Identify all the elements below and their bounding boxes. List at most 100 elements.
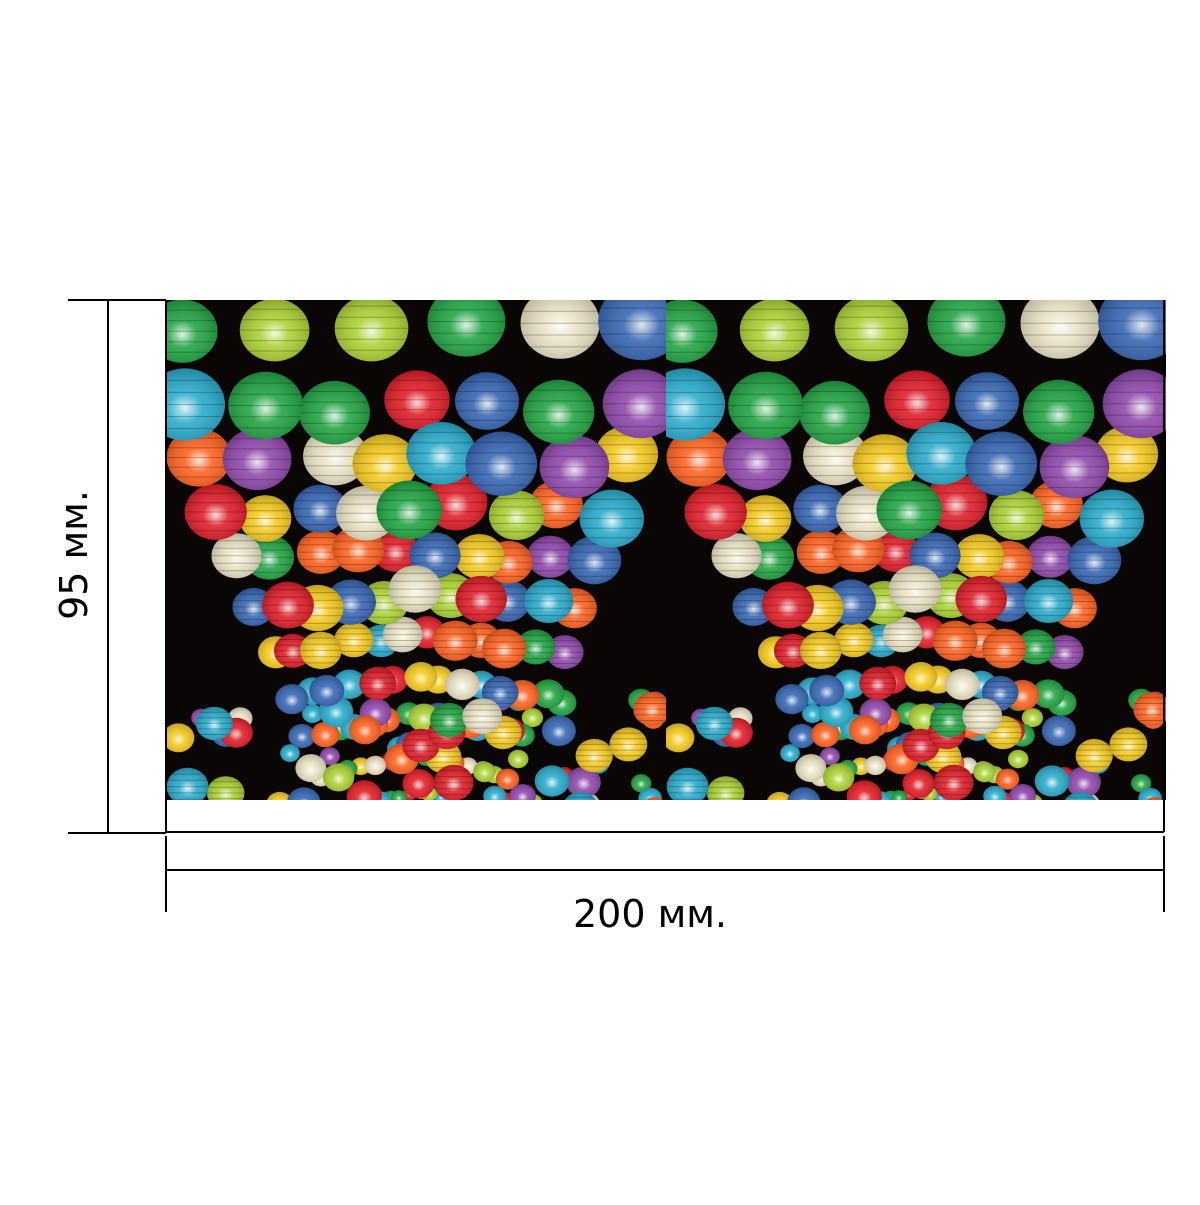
lantern-shape xyxy=(1045,635,1084,670)
lantern-shape xyxy=(527,535,574,578)
lantern-shape xyxy=(523,379,595,444)
lantern-shape xyxy=(348,715,382,745)
lantern-shape xyxy=(362,801,378,815)
lantern-shape xyxy=(957,799,961,800)
lantern-shape xyxy=(575,738,613,773)
lantern-shape xyxy=(973,761,996,783)
lantern-shape xyxy=(1079,489,1145,548)
lantern-shape xyxy=(884,370,950,430)
lantern-shape xyxy=(595,426,659,483)
lantern-shape xyxy=(1133,692,1166,727)
lantern-shape xyxy=(364,755,387,776)
lantern-shape xyxy=(983,810,1000,825)
lantern-shape xyxy=(802,704,823,723)
lantern-shape xyxy=(539,435,610,499)
lantern-shape xyxy=(465,431,538,496)
lantern-shape xyxy=(346,780,382,800)
lantern-shape xyxy=(962,804,976,817)
lantern-shape xyxy=(296,530,346,574)
lantern-shape xyxy=(462,698,503,734)
lantern-shape xyxy=(982,628,1027,669)
lantern-shape xyxy=(843,806,860,822)
lantern-shape xyxy=(1102,369,1166,439)
lantern-shape xyxy=(356,804,371,818)
lantern-shape xyxy=(455,372,519,430)
lantern-shape xyxy=(666,368,725,441)
lantern-shape xyxy=(508,749,529,769)
lantern-shape xyxy=(579,489,645,548)
lantern-shape xyxy=(343,806,360,822)
lantern-shape xyxy=(944,668,980,701)
lantern-shape xyxy=(334,300,409,362)
lantern-shape xyxy=(516,629,556,665)
lantern-shape xyxy=(444,668,480,701)
lantern-shape xyxy=(483,785,507,800)
lantern-shape xyxy=(859,666,897,700)
lantern-shape xyxy=(933,764,974,800)
lantern-shape xyxy=(1008,749,1029,769)
lantern-shape xyxy=(1034,765,1070,797)
lantern-shape xyxy=(495,768,520,790)
lantern-shape xyxy=(376,480,442,540)
lantern-shape xyxy=(1066,766,1101,798)
lantern-shape xyxy=(567,536,622,585)
lantern-shape xyxy=(336,812,353,828)
lantern-shape xyxy=(1021,708,1043,728)
lantern-shape xyxy=(666,723,695,753)
lantern-shape xyxy=(799,380,870,445)
lantern-shape xyxy=(566,766,601,798)
lantern-shape xyxy=(303,427,368,486)
lantern-shape xyxy=(445,799,454,800)
lantern-shape xyxy=(275,684,309,715)
lantern-shape xyxy=(302,704,323,723)
lantern-shape xyxy=(293,484,347,533)
lantern-shape xyxy=(852,434,918,493)
lantern-shape xyxy=(390,790,407,800)
lantern-shape xyxy=(482,628,527,669)
lantern-shape xyxy=(1023,379,1095,444)
lantern-shape xyxy=(795,754,827,783)
lantern-shape xyxy=(811,721,840,748)
lantern-shape xyxy=(359,666,397,700)
lantern-shape xyxy=(945,799,954,800)
lantern-shape xyxy=(995,768,1020,790)
lantern-shape xyxy=(775,684,809,715)
lantern-shape xyxy=(384,370,450,430)
lantern-shape xyxy=(280,744,300,762)
lantern-shape xyxy=(927,300,1006,357)
lantern-shape xyxy=(520,300,600,359)
lantern-shape xyxy=(334,622,374,658)
lantern-shape xyxy=(988,490,1045,540)
lantern-shape xyxy=(1032,679,1065,709)
height-dimension-label: 95 мм. xyxy=(52,490,96,620)
lantern-shape xyxy=(1039,435,1110,499)
lantern-shape xyxy=(646,797,663,800)
lantern-shape xyxy=(541,715,576,746)
lantern-shape xyxy=(820,747,840,765)
lantern-shape xyxy=(427,300,506,357)
lantern-shape xyxy=(788,723,816,749)
lantern-shape xyxy=(430,702,469,738)
width-dimension-lines xyxy=(165,836,1165,912)
lantern-shape xyxy=(722,428,792,491)
lantern-shape xyxy=(955,575,1007,623)
lantern-photo-panel-left xyxy=(166,300,666,828)
lantern-shape xyxy=(856,804,871,818)
lantern-shape xyxy=(454,534,505,579)
lantern-shape xyxy=(462,804,476,817)
lantern-shape xyxy=(711,533,762,579)
lantern-shape xyxy=(631,774,652,793)
lantern-shape xyxy=(962,698,1003,734)
lantern-shape xyxy=(166,300,218,363)
lantern-shape xyxy=(666,428,732,487)
lantern-shape xyxy=(404,662,438,692)
lantern-shape xyxy=(955,372,1019,430)
lantern-shape xyxy=(166,723,195,753)
lantern-shape xyxy=(888,565,942,613)
lantern-shape xyxy=(1098,300,1166,361)
lantern-shape xyxy=(311,721,340,748)
lantern-shape xyxy=(965,431,1038,496)
lantern-shape xyxy=(1027,535,1074,578)
lantern-shape xyxy=(483,810,500,825)
